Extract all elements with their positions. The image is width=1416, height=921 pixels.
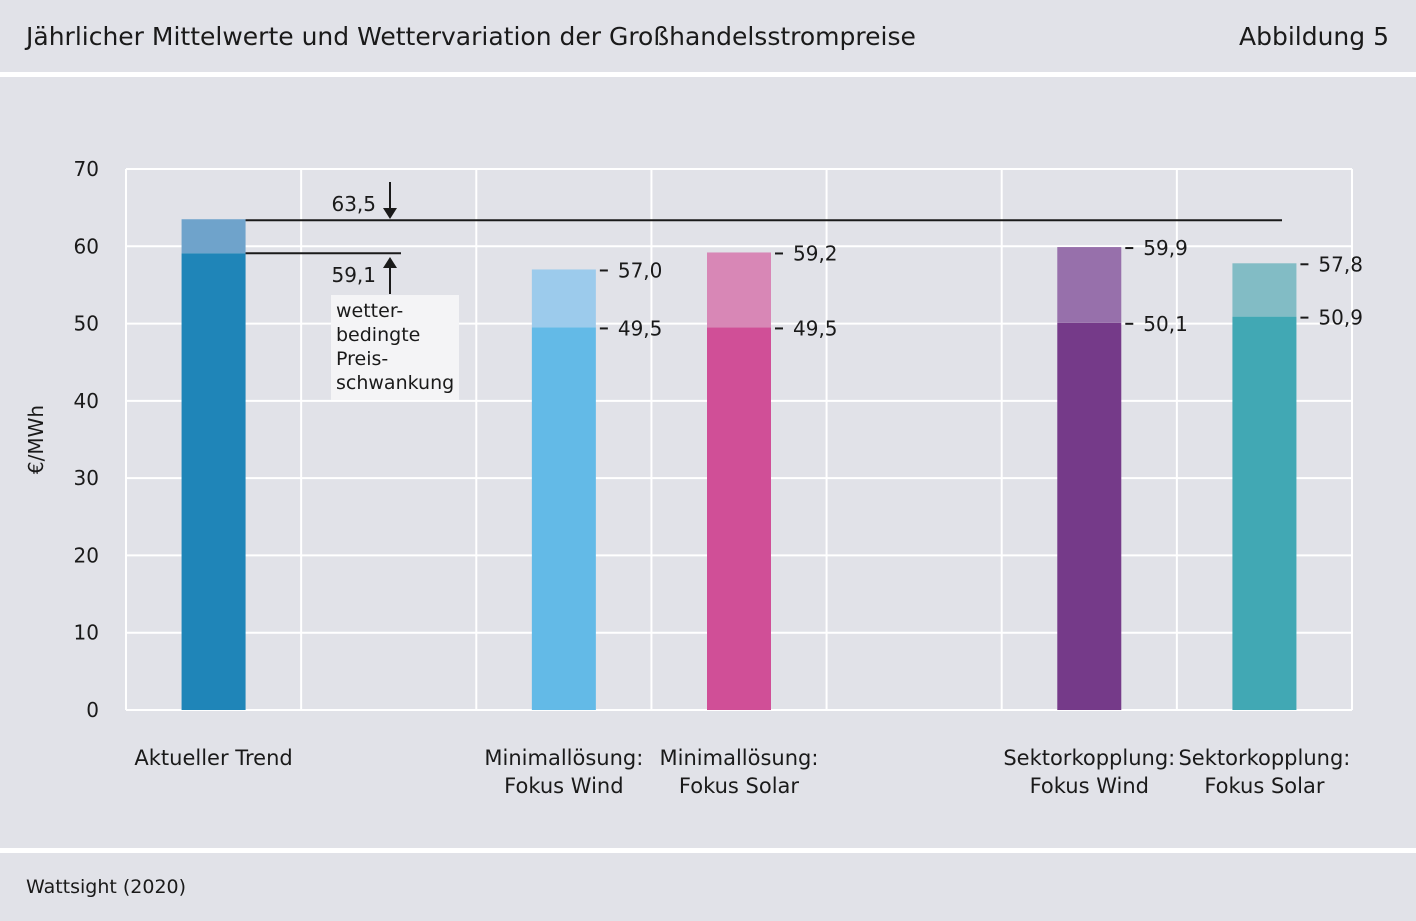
category-label: Fokus Solar — [1204, 774, 1325, 798]
y-tick-label: 50 — [74, 312, 99, 336]
bar-mean — [707, 327, 771, 710]
header-divider — [0, 72, 1416, 77]
data-label-high: 57,0 — [618, 258, 663, 282]
annotation-text: Preis- — [336, 348, 388, 370]
y-tick-label: 70 — [74, 157, 99, 181]
data-label-low: 49,5 — [793, 316, 838, 340]
y-axis-label: €/MWh — [24, 405, 48, 474]
category-label: Minimallösung: — [484, 746, 643, 770]
y-tick-label: 0 — [86, 698, 99, 722]
bar-weather-range — [1057, 247, 1122, 323]
bar-mean — [181, 253, 246, 710]
category-label: Sektorkopplung: — [1178, 746, 1350, 770]
bar-weather-range — [531, 269, 596, 328]
bar-weather-range — [181, 219, 246, 254]
bar-mean — [531, 327, 596, 710]
data-label-high: 59,2 — [793, 241, 838, 265]
source-note: Wattsight (2020) — [26, 876, 187, 898]
y-tick-label: 40 — [74, 389, 99, 413]
annotation-text: schwankung — [336, 372, 454, 394]
y-tick-label: 10 — [74, 621, 99, 645]
data-label-high: 57,8 — [1318, 252, 1363, 276]
arrow-up-icon — [383, 257, 397, 268]
annotation-text: wetter- — [336, 300, 403, 322]
figure-label: Abbildung 5 — [1238, 22, 1389, 51]
category-label: Fokus Wind — [1030, 774, 1149, 798]
category-label: Fokus Solar — [679, 774, 800, 798]
data-label-high: 63,5 — [331, 192, 376, 216]
category-label: Sektorkopplung: — [1003, 746, 1175, 770]
category-label: Fokus Wind — [504, 774, 623, 798]
data-label-low: 50,1 — [1143, 312, 1188, 336]
header-bar: Jährlicher Mittelwerte und Wettervariati… — [0, 0, 1416, 72]
annotation-box — [331, 295, 459, 400]
data-label-high: 59,9 — [1143, 236, 1188, 260]
bar-weather-range — [707, 252, 771, 328]
bar-weather-range — [1232, 263, 1297, 317]
category-label: Minimallösung: — [660, 746, 819, 770]
y-tick-label: 30 — [74, 466, 99, 490]
data-label-low: 49,5 — [618, 316, 663, 340]
annotation-text: bedingte — [336, 324, 420, 346]
y-tick-label: 20 — [74, 543, 99, 567]
bar-mean — [1232, 316, 1297, 710]
footer-divider — [0, 848, 1416, 853]
arrow-down-icon — [383, 208, 397, 219]
category-label: Aktueller Trend — [134, 746, 292, 770]
y-tick-label: 60 — [74, 234, 99, 258]
bar-mean — [1057, 322, 1122, 710]
bar-chart: 0 10 20 30 40 50 60 70 €/MWh Aktueller Trend Minim… — [24, 157, 1363, 798]
data-label-low: 50,9 — [1318, 306, 1363, 330]
chart-title: Jährlicher Mittelwerte und Wettervariati… — [26, 22, 916, 51]
data-label-low: 59,1 — [331, 263, 376, 287]
